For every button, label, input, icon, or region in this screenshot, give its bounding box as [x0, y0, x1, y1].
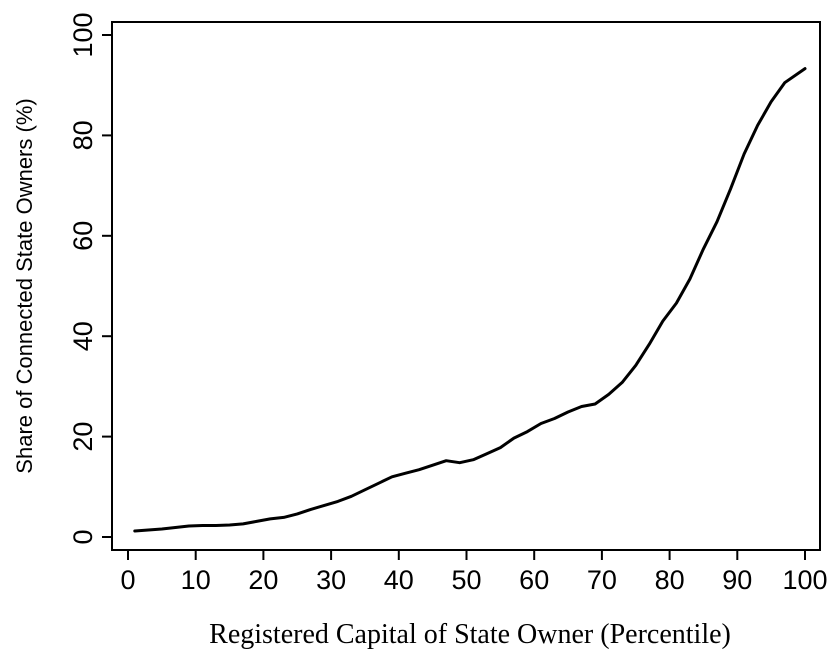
y-tick-label: 40: [68, 321, 98, 351]
x-tick-label: 70: [587, 565, 617, 595]
x-tick-label: 30: [316, 565, 346, 595]
series-line: [133, 67, 807, 533]
plot-frame: [111, 21, 821, 551]
y-axis: 0 20 40 60 80 100: [68, 12, 112, 545]
x-tick-label: 0: [120, 565, 135, 595]
x-axis: 0 10 20 30 40 50 60 70 80 90 100: [120, 550, 828, 595]
y-tick-label: 20: [68, 422, 98, 452]
x-tick-label: 60: [519, 565, 549, 595]
y-axis-title: Share of Connected State Owners (%): [12, 98, 37, 473]
x-tick-label: 50: [451, 565, 481, 595]
x-axis-title: Registered Capital of State Owner (Perce…: [209, 619, 731, 650]
x-tick-label: 100: [782, 565, 827, 595]
y-tick-label: 100: [68, 12, 98, 57]
x-tick-label: 80: [655, 565, 685, 595]
y-tick-label: 60: [68, 221, 98, 251]
y-tick-label: 80: [68, 120, 98, 150]
x-tick-label: 90: [722, 565, 752, 595]
x-tick-label: 20: [248, 565, 278, 595]
x-tick-label: 10: [181, 565, 211, 595]
x-tick-label: 40: [384, 565, 414, 595]
y-tick-label: 0: [68, 529, 98, 544]
